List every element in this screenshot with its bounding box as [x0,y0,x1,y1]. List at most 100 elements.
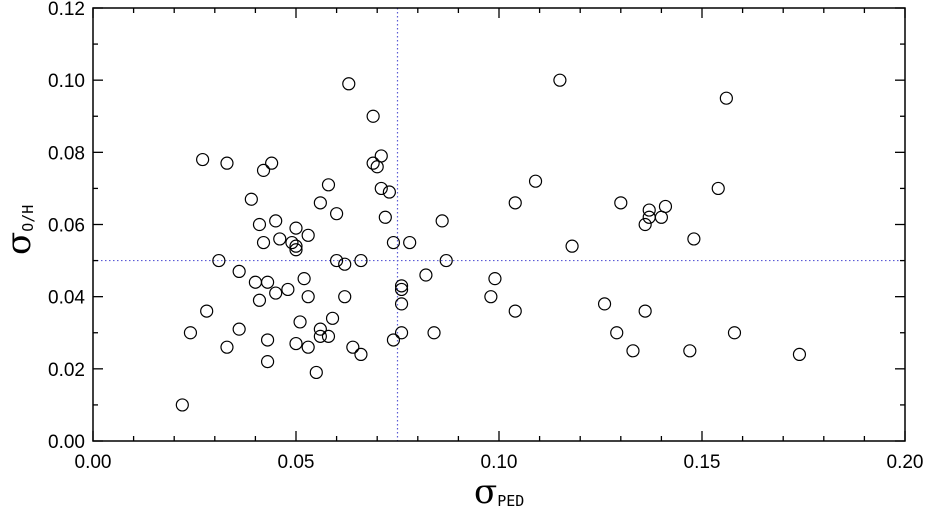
data-point [439,253,453,268]
data-point [614,196,628,210]
x-tick-label: 0.05 [278,452,315,473]
data-point [220,340,234,354]
data-point [212,253,226,268]
data-point [313,196,327,210]
data-point [719,91,733,105]
data-point [289,243,303,257]
y-tick-label: 0.12 [48,0,85,20]
data-point [403,235,417,250]
data-point [321,178,336,192]
data-point [269,286,283,300]
data-point [196,152,210,167]
data-point [285,235,299,250]
data-point [610,326,624,340]
data-point [338,290,352,304]
y-tick-label: 0.08 [48,143,85,164]
data-point [528,174,543,188]
data-point [175,398,189,412]
data-point [260,333,275,347]
data-point [338,257,352,271]
y-tick-label: 0.02 [48,360,85,381]
data-point [508,304,522,318]
data-point [419,268,433,282]
data-point [427,326,441,340]
data-point [346,340,360,354]
data-point [313,329,327,343]
data-point [342,77,356,91]
y-tick-label: 0.00 [48,432,85,453]
data-point [683,344,697,358]
data-point [553,73,567,87]
x-axis-label: σPED [474,472,524,507]
data-point [232,322,246,336]
y-tick-label: 0.06 [48,216,85,237]
data-point [260,355,275,369]
data-point [488,272,502,286]
data-point [386,333,401,347]
data-point [273,232,287,246]
data-point [597,297,612,311]
data-point [565,239,579,253]
y-axis-subscript: O/H [19,205,37,232]
data-point [289,336,303,351]
data-point [183,326,198,340]
axis-ticks [92,7,906,442]
data-point [366,109,380,123]
data-point [252,217,267,232]
data-point [265,156,279,170]
x-axis-symbol: σ [474,472,497,507]
data-point [297,272,311,286]
data-point [321,329,336,343]
data-point [374,181,388,196]
data-point [220,156,234,170]
data-point [792,347,807,361]
data-point [330,253,344,268]
data-point [354,347,368,361]
data-point [626,344,640,358]
y-tick-label: 0.04 [48,288,85,309]
data-point [378,210,392,224]
data-point [301,228,315,242]
data-point [289,221,303,235]
data-point [293,315,307,329]
data-point [394,326,409,340]
data-point [301,340,315,354]
data-point [232,264,246,279]
data-point [382,185,396,199]
data-point [638,304,652,318]
data-point [256,235,271,250]
data-point [508,196,522,210]
data-point [330,207,344,221]
x-tick-label: 0.20 [887,452,924,473]
x-tick-label: 0.10 [481,452,518,473]
data-point [244,192,258,206]
y-axis-label: σO/H [0,205,39,255]
data-point [638,217,652,232]
data-point [289,239,303,253]
data-point [269,214,283,228]
data-point [658,199,673,214]
data-point [394,282,409,297]
data-point [374,149,388,163]
data-point [252,293,267,307]
data-point [281,282,295,297]
y-axis-symbol: σ [0,232,39,255]
y-tick-labels: 0.00 0.02 0.04 0.06 0.08 0.10 0.12 [48,0,85,453]
data-point [642,203,656,217]
data-point [386,235,401,250]
data-point [260,275,275,289]
x-tick-label: 0.15 [684,452,721,473]
data-point [313,322,327,336]
data-point [354,253,368,268]
data-point [325,311,340,325]
data-point [687,232,701,246]
data-point [309,365,323,380]
y-tick-label: 0.10 [48,71,85,92]
data-point [711,181,725,196]
data-points [175,73,807,412]
data-point [484,290,498,304]
data-point [394,297,409,311]
data-point [394,279,409,293]
